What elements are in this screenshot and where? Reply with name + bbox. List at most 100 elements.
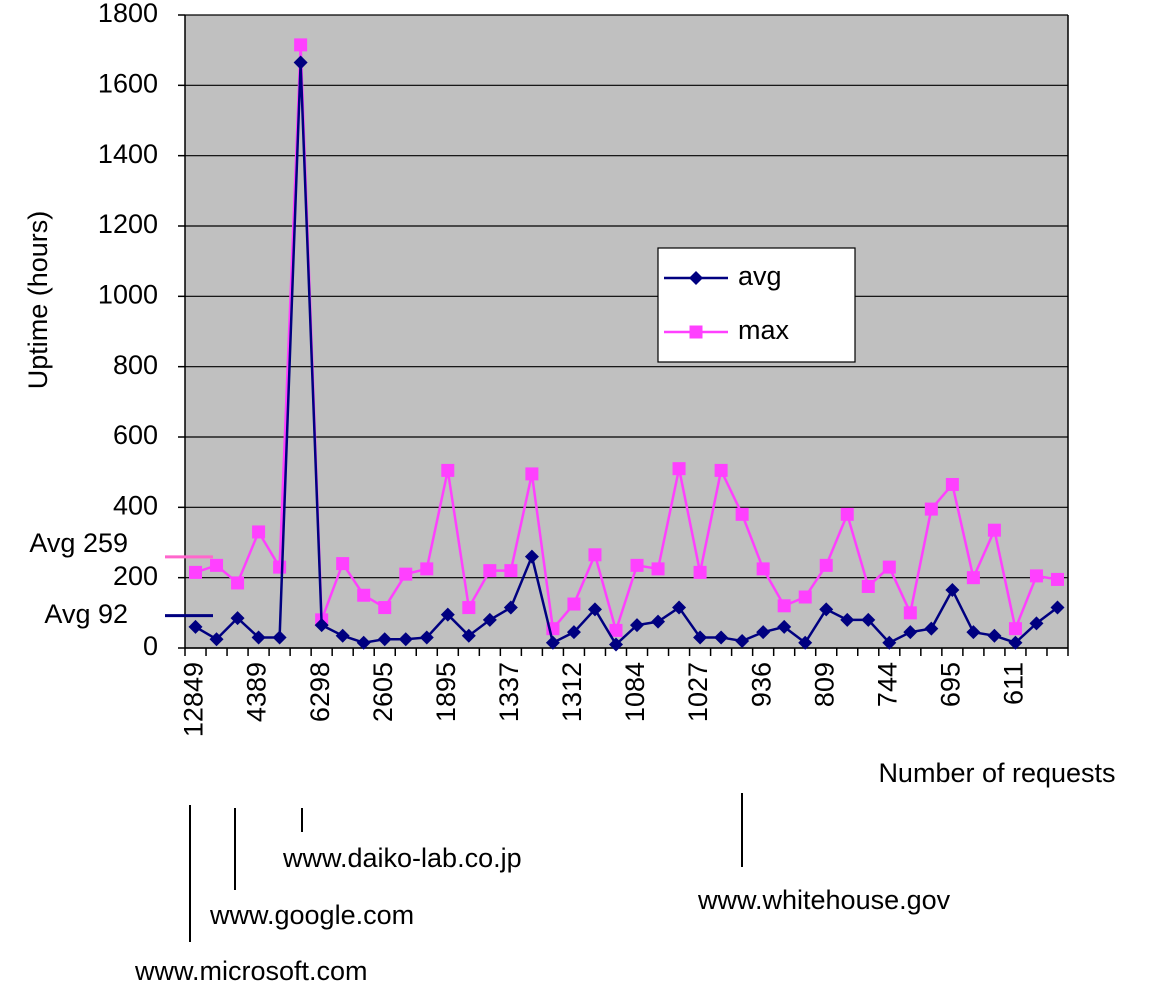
data-point: [293, 55, 308, 70]
data-point: [689, 325, 703, 339]
data-point: [420, 562, 434, 576]
data-point: [356, 635, 371, 650]
data-point: [251, 630, 266, 645]
data-point: [630, 558, 644, 572]
annotation-text: www.whitehouse.gov: [697, 885, 951, 915]
data-point: [567, 597, 581, 611]
data-point: [798, 635, 813, 650]
data-point: [819, 558, 833, 572]
data-point: [1008, 622, 1022, 636]
data-point: [966, 571, 980, 585]
data-point: [861, 579, 875, 593]
data-point: [966, 625, 981, 640]
data-point: [672, 600, 687, 615]
data-point: [689, 271, 703, 285]
data-point: [272, 630, 287, 645]
data-point: [924, 621, 939, 636]
data-point: [314, 618, 329, 633]
data-point: [903, 606, 917, 620]
data-point: [672, 462, 686, 476]
data-point: [357, 588, 371, 602]
data-point: [294, 38, 308, 52]
data-point: [231, 576, 245, 590]
data-point: [462, 601, 476, 615]
data-point: [1029, 616, 1044, 631]
data-point: [524, 549, 539, 564]
data-point: [651, 614, 666, 629]
x-tick-label: 1027: [683, 662, 713, 722]
data-point: [693, 565, 707, 579]
x-tick-label: 4389: [242, 662, 272, 722]
x-tick-label: 6298: [305, 662, 335, 722]
data-point: [714, 630, 729, 645]
y-tick-label: 0: [143, 631, 158, 661]
reference-label: Avg 92: [44, 599, 128, 629]
data-point: [335, 628, 350, 643]
y-tick-label: 400: [113, 490, 158, 520]
x-tick-label: 744: [872, 662, 902, 707]
annotation-text: www.google.com: [209, 900, 414, 930]
data-point: [398, 632, 413, 647]
annotation-text: www.daiko-lab.co.jp: [282, 843, 522, 873]
data-point: [630, 618, 645, 633]
y-axis-label: Uptime (hours): [23, 211, 53, 390]
data-point: [210, 558, 224, 572]
data-point: [924, 502, 938, 516]
data-point: [882, 560, 896, 574]
legend-box: [657, 247, 856, 363]
data-point: [209, 632, 224, 647]
x-tick-label: 1337: [494, 662, 524, 722]
y-tick-label: 800: [113, 350, 158, 380]
data-point: [377, 632, 392, 647]
x-tick-label: 2605: [368, 662, 398, 722]
data-point: [861, 612, 876, 627]
data-point: [399, 567, 413, 581]
y-tick-label: 1200: [98, 209, 158, 239]
data-point: [273, 560, 287, 574]
legend-label: max: [738, 315, 790, 345]
data-point: [840, 612, 855, 627]
data-point: [419, 630, 434, 645]
data-point: [336, 557, 350, 571]
data-point: [230, 611, 245, 626]
data-point: [1029, 569, 1043, 583]
y-tick-label: 1600: [98, 68, 158, 98]
y-tick-label: 600: [113, 420, 158, 450]
data-point: [1008, 635, 1023, 650]
data-point: [566, 625, 581, 640]
data-point: [587, 602, 602, 617]
data-point: [482, 612, 497, 627]
data-point: [378, 601, 392, 615]
annotation-text: www.microsoft.com: [134, 956, 368, 986]
data-point: [188, 619, 203, 634]
data-point: [819, 602, 834, 617]
data-point: [483, 564, 497, 578]
data-point: [693, 630, 708, 645]
x-tick-label: 1084: [620, 662, 650, 722]
x-axis-label: Number of requests: [878, 758, 1115, 788]
y-tick-label: 200: [113, 561, 158, 591]
data-point: [441, 463, 455, 477]
x-tick-label: 611: [999, 662, 1029, 705]
data-point: [252, 525, 266, 539]
data-point: [903, 625, 918, 640]
data-point: [588, 548, 602, 562]
y-tick-label: 1800: [98, 0, 158, 28]
data-point: [777, 619, 792, 634]
data-point: [945, 477, 959, 491]
data-point: [1050, 572, 1064, 586]
data-point: [545, 635, 560, 650]
data-point: [882, 635, 897, 650]
x-tick-label: 1312: [557, 662, 587, 722]
x-tick-label: 695: [935, 662, 965, 707]
y-tick-label: 1400: [98, 139, 158, 169]
data-point: [840, 507, 854, 521]
reference-label: Avg 259: [29, 528, 128, 558]
y-tick-label: 1000: [98, 279, 158, 309]
data-point: [756, 562, 770, 576]
data-point: [651, 562, 665, 576]
series-line: [195, 44, 1058, 635]
data-point: [608, 637, 623, 652]
data-point: [735, 507, 749, 521]
